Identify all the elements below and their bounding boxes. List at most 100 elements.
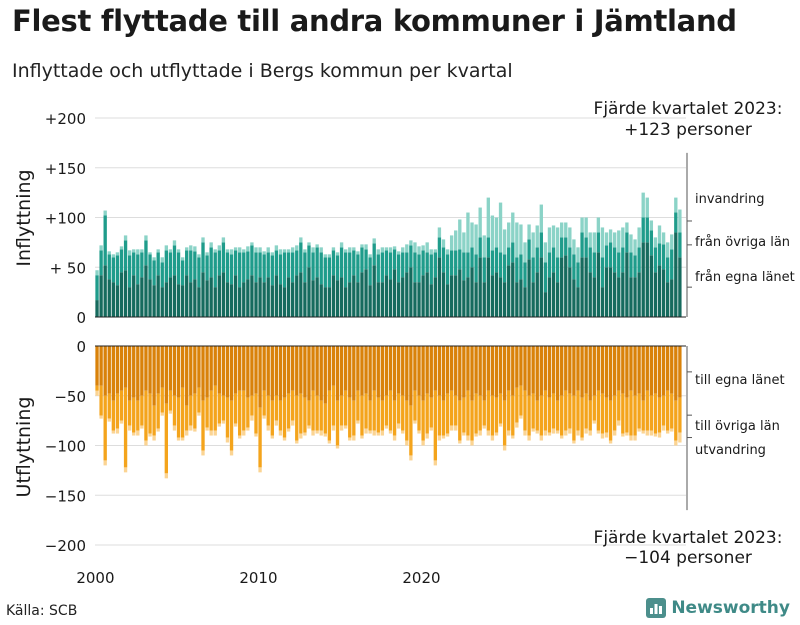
- bar-in: [535, 272, 539, 317]
- bar-out: [315, 430, 319, 434]
- bar-in: [119, 249, 124, 273]
- bar-in: [474, 282, 478, 317]
- bar-out: [360, 435, 364, 439]
- y-tick-label-out: −200: [45, 537, 86, 555]
- bar-out: [409, 405, 413, 456]
- bar-out: [376, 346, 380, 398]
- bar-in: [372, 238, 376, 244]
- bar-out: [282, 397, 287, 438]
- bar-in: [315, 277, 319, 317]
- bar-out: [523, 346, 527, 391]
- bar-out: [572, 440, 576, 444]
- bar-in: [103, 210, 107, 216]
- bar-out: [115, 393, 120, 429]
- bar-out: [441, 400, 446, 436]
- bar-out: [352, 435, 356, 441]
- bar-out: [233, 393, 238, 424]
- bar-in: [478, 257, 482, 317]
- bar-out: [99, 385, 103, 416]
- bar-out: [608, 400, 613, 441]
- bar-in: [409, 240, 413, 246]
- bar-out: [189, 395, 193, 426]
- bar-in: [645, 242, 649, 317]
- bar-in: [107, 279, 111, 317]
- bar-out: [670, 428, 674, 432]
- bar-out: [331, 346, 336, 386]
- bar-out: [511, 395, 515, 436]
- bar-out: [132, 346, 136, 398]
- bar-out: [657, 397, 662, 433]
- bar-out: [409, 455, 413, 461]
- newsworthy-logo-icon: [646, 598, 667, 618]
- bar-out: [458, 346, 462, 401]
- bar-in: [576, 287, 580, 317]
- bar-in: [665, 282, 670, 317]
- legend-till-ovriga-lan: till övriga län: [695, 419, 780, 434]
- bar-in: [127, 250, 132, 256]
- bar-out: [303, 397, 307, 433]
- bar-out: [278, 400, 283, 431]
- bar-out: [119, 420, 124, 424]
- bar-out: [311, 430, 315, 436]
- bar-in: [564, 222, 568, 238]
- bar-in: [291, 252, 295, 283]
- bar-in: [238, 247, 242, 253]
- bar-out: [462, 397, 466, 433]
- legend-invandring: invandring: [695, 192, 764, 207]
- bar-out: [225, 437, 230, 443]
- bar-out: [136, 346, 140, 401]
- bar-in: [299, 242, 303, 273]
- bar-out: [498, 393, 503, 424]
- bar-in: [482, 282, 486, 317]
- bar-in: [617, 252, 621, 278]
- bar-out: [551, 346, 556, 394]
- bar-in: [507, 247, 511, 266]
- bar-in: [176, 284, 181, 317]
- bar-out: [119, 390, 124, 421]
- bar-out: [331, 385, 336, 426]
- bar-out: [421, 400, 425, 441]
- bar-out: [547, 346, 552, 398]
- x-tick-label: 2020: [402, 569, 440, 587]
- bar-out: [246, 427, 250, 431]
- bar-in: [417, 254, 421, 283]
- bar-out: [229, 450, 234, 456]
- bar-out: [250, 346, 254, 396]
- bar-in: [458, 219, 462, 250]
- bar-out: [564, 346, 568, 391]
- bar-in: [258, 247, 262, 253]
- bar-out: [576, 430, 580, 436]
- bar-out: [372, 346, 376, 391]
- bar-out: [523, 430, 527, 436]
- bar-out: [433, 460, 438, 466]
- bar-out: [262, 415, 266, 419]
- bar-out: [144, 346, 148, 391]
- bar-in: [352, 247, 356, 251]
- bar-out: [604, 346, 609, 398]
- bar-in: [107, 254, 111, 280]
- bar-out: [238, 435, 242, 439]
- bar-in: [209, 247, 213, 278]
- bar-out: [560, 395, 564, 436]
- bar-in: [401, 277, 405, 317]
- bar-in: [286, 249, 291, 253]
- bar-out: [555, 400, 560, 431]
- bar-in: [103, 215, 107, 266]
- bar-out: [278, 346, 283, 401]
- bar-out: [209, 390, 213, 431]
- bar-in: [531, 232, 535, 258]
- bar-out: [238, 390, 242, 436]
- brand-logo[interactable]: Newsworthy: [646, 598, 790, 618]
- bar-in: [441, 247, 446, 273]
- bar-out: [661, 346, 666, 396]
- bar-out: [266, 425, 270, 431]
- bar-in: [592, 252, 596, 278]
- bar-out: [189, 346, 193, 396]
- bar-out: [641, 400, 645, 431]
- bar-in: [604, 245, 609, 268]
- bar-out: [115, 346, 120, 394]
- bar-out: [384, 395, 389, 426]
- bar-out: [388, 346, 393, 391]
- y-tick-label-out: 0: [76, 338, 86, 356]
- bar-out: [576, 390, 580, 431]
